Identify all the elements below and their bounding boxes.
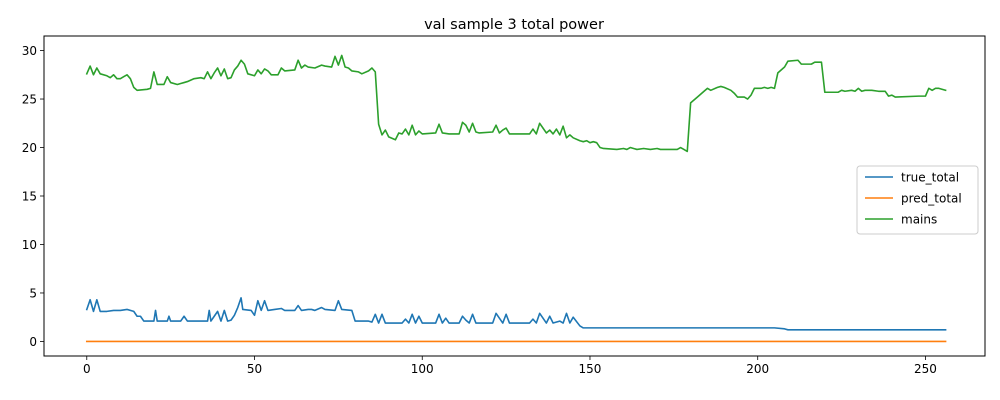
series-line-mains (85, 54, 947, 153)
y-tick-label: 15 (22, 190, 37, 204)
series-layer (85, 54, 947, 343)
y-tick-label: 30 (22, 44, 37, 58)
x-tick-label: 250 (914, 362, 937, 376)
chart-title: val sample 3 total power (424, 17, 604, 33)
y-tick-label: 10 (22, 238, 37, 252)
x-tick-label: 200 (746, 362, 769, 376)
plot-background (44, 36, 985, 356)
x-tick-label: 150 (579, 362, 602, 376)
y-tick-label: 0 (29, 335, 37, 349)
y-axis: 0 5 10 15 20 25 30 (22, 44, 44, 349)
x-axis: 0 50 100 150 200 250 (83, 356, 937, 376)
series-line-true-total (85, 297, 947, 331)
x-tick-label: 50 (247, 362, 262, 376)
y-tick-label: 5 (29, 286, 37, 300)
legend-box (856, 165, 979, 235)
legend-label-mains: mains (901, 213, 937, 227)
y-tick-label: 25 (22, 93, 37, 107)
plot-area (43, 35, 986, 357)
legend-label-pred-total: pred_total (901, 192, 962, 206)
x-tick-label: 100 (411, 362, 434, 376)
y-tick-label: 20 (22, 141, 37, 155)
x-tick-label: 0 (83, 362, 91, 376)
legend-label-true-total: true_total (901, 171, 959, 185)
